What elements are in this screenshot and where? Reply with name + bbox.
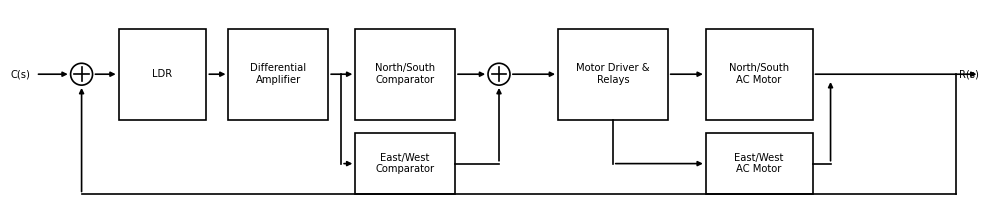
Bar — [119, 28, 206, 120]
Text: C(s): C(s) — [11, 69, 30, 79]
Bar — [706, 28, 813, 120]
Text: East/West
AC Motor: East/West AC Motor — [734, 153, 783, 174]
Bar — [229, 28, 328, 120]
Bar — [355, 28, 455, 120]
Text: North/South
Comparator: North/South Comparator — [375, 63, 435, 85]
Text: North/South
AC Motor: North/South AC Motor — [729, 63, 789, 85]
Bar — [558, 28, 668, 120]
Text: East/West
Comparator: East/West Comparator — [376, 153, 435, 174]
Text: R(s): R(s) — [960, 69, 979, 79]
Bar — [706, 133, 813, 194]
Text: Motor Driver &
Relays: Motor Driver & Relays — [576, 63, 650, 85]
Text: LDR: LDR — [152, 69, 172, 79]
Text: Differential
Amplifier: Differential Amplifier — [251, 63, 306, 85]
Bar — [355, 133, 455, 194]
